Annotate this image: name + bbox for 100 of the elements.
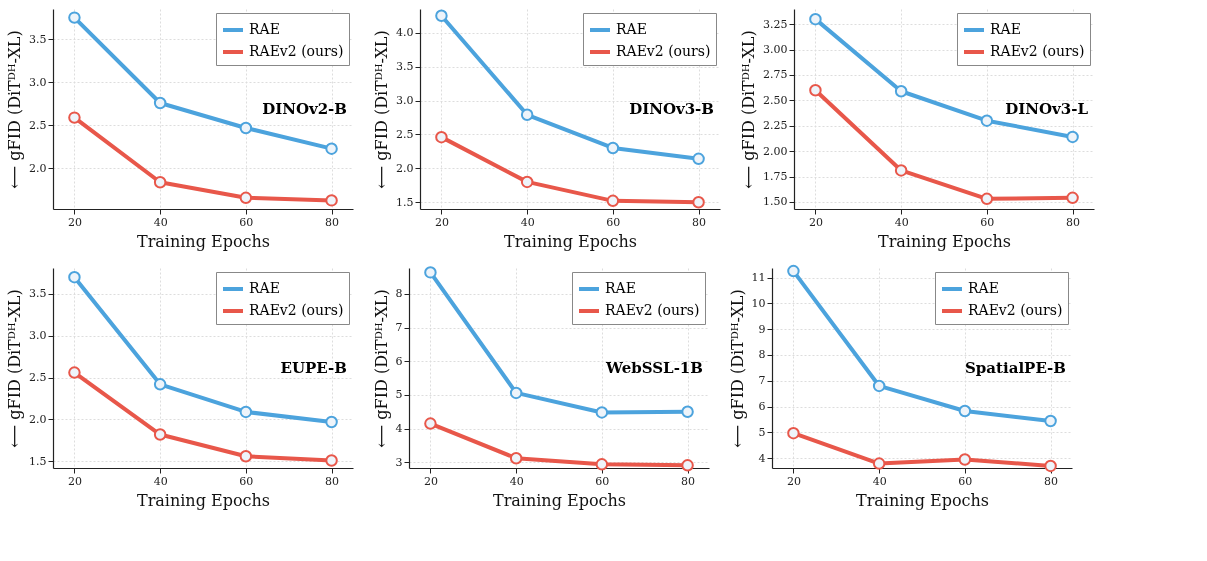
y-tick-label: 2.5 bbox=[29, 371, 47, 385]
point bbox=[872, 379, 886, 393]
point bbox=[435, 9, 448, 23]
x-tick-label: 20 bbox=[423, 474, 438, 488]
x-tick-label: 80 bbox=[1066, 215, 1081, 229]
point bbox=[424, 266, 437, 279]
x-axis-title: Training Epochs bbox=[136, 490, 271, 510]
y-axis-title: ⟵ gFID (DiTᴰᴴ-XL) bbox=[5, 30, 25, 189]
point bbox=[435, 130, 448, 144]
legend-label: RAEv2 (ours) bbox=[249, 302, 344, 318]
y-tick-label: 8 bbox=[758, 348, 766, 362]
y-tick-label: 9 bbox=[758, 322, 766, 336]
point bbox=[1066, 130, 1079, 144]
point bbox=[68, 366, 81, 379]
x-axis-title: Training Epochs bbox=[136, 231, 271, 251]
point bbox=[1044, 414, 1057, 428]
point bbox=[239, 405, 253, 419]
y-tick-label: 1.5 bbox=[396, 195, 414, 209]
point bbox=[787, 426, 800, 440]
y-tick-label: 7 bbox=[758, 374, 766, 388]
x-tick-label: 40 bbox=[509, 474, 524, 488]
legend-label: RAE bbox=[249, 280, 280, 296]
y-tick-label: 3.0 bbox=[29, 75, 47, 89]
point bbox=[325, 415, 338, 429]
annotation: DINOv2-B bbox=[262, 100, 347, 118]
y-tick-label: 3.00 bbox=[763, 43, 788, 57]
y-tick-label: 6 bbox=[758, 400, 766, 414]
x-axis-title: Training Epochs bbox=[492, 490, 627, 510]
legend-label: RAE bbox=[605, 280, 636, 296]
y-tick-label: 3.25 bbox=[763, 17, 788, 31]
x-axis-title: Training Epochs bbox=[503, 231, 638, 251]
y-tick-label: 3.5 bbox=[29, 32, 47, 46]
point bbox=[153, 176, 167, 189]
x-tick-label: 80 bbox=[1044, 474, 1059, 488]
y-tick-label: 2.50 bbox=[763, 93, 788, 107]
x-tick-label: 20 bbox=[434, 215, 449, 229]
x-tick-label: 60 bbox=[606, 215, 621, 229]
point bbox=[809, 12, 822, 26]
point bbox=[980, 192, 994, 206]
point bbox=[153, 428, 167, 441]
x-tick-label: 20 bbox=[67, 474, 82, 488]
point bbox=[68, 111, 81, 124]
y-tick-label: 4 bbox=[395, 422, 403, 436]
x-tick-label: 20 bbox=[786, 474, 801, 488]
y-tick-label: 4 bbox=[758, 451, 766, 465]
y-tick-label: 3.0 bbox=[29, 329, 47, 343]
point bbox=[980, 114, 994, 127]
point bbox=[325, 194, 338, 207]
annotation: DINOv3-L bbox=[1005, 100, 1089, 118]
y-tick-label: 2.00 bbox=[763, 144, 788, 158]
y-tick-label: 8 bbox=[395, 287, 403, 301]
y-tick-label: 2.0 bbox=[396, 161, 414, 175]
y-tick-label: 11 bbox=[751, 271, 766, 285]
point bbox=[595, 406, 609, 419]
x-tick-label: 40 bbox=[520, 215, 535, 229]
legend-label: RAEv2 (ours) bbox=[605, 302, 700, 318]
annotation: DINOv3-B bbox=[629, 100, 714, 118]
point bbox=[809, 83, 822, 97]
y-tick-label: 5 bbox=[758, 425, 766, 439]
y-tick-label: 2.5 bbox=[396, 127, 414, 141]
y-tick-label: 2.0 bbox=[29, 161, 47, 175]
point bbox=[325, 454, 338, 467]
x-tick-label: 80 bbox=[692, 215, 707, 229]
x-tick-label: 20 bbox=[67, 215, 82, 229]
legend-label: RAEv2 (ours) bbox=[968, 302, 1063, 318]
y-axis-title: ⟵ gFID (DiTᴰᴴ-XL) bbox=[739, 30, 759, 189]
y-axis-title: ⟵ gFID (DiTᴰᴴ-XL) bbox=[371, 289, 391, 448]
x-tick-label: 40 bbox=[872, 474, 887, 488]
point bbox=[894, 164, 908, 177]
y-tick-label: 2.25 bbox=[763, 119, 788, 133]
point bbox=[424, 417, 437, 430]
point bbox=[958, 453, 972, 466]
y-tick-label: 2.5 bbox=[29, 118, 47, 132]
x-tick-label: 40 bbox=[153, 474, 168, 488]
point bbox=[787, 264, 800, 278]
legend-label: RAE bbox=[616, 21, 647, 37]
point bbox=[692, 152, 705, 166]
annotation: WebSSL-1B bbox=[605, 359, 703, 377]
point bbox=[68, 11, 81, 24]
point bbox=[239, 121, 253, 135]
point bbox=[68, 270, 81, 284]
point bbox=[958, 404, 972, 418]
point bbox=[239, 450, 253, 463]
x-tick-label: 60 bbox=[958, 474, 973, 488]
point bbox=[325, 142, 338, 155]
legend-label: RAEv2 (ours) bbox=[990, 43, 1085, 59]
x-tick-label: 60 bbox=[239, 215, 254, 229]
x-axis-title: Training Epochs bbox=[855, 490, 990, 510]
point bbox=[894, 85, 908, 98]
point bbox=[595, 458, 609, 471]
y-tick-label: 3.0 bbox=[396, 94, 414, 108]
legend-label: RAEv2 (ours) bbox=[249, 43, 344, 59]
y-tick-label: 10 bbox=[751, 296, 766, 310]
y-tick-label: 3 bbox=[395, 455, 403, 469]
y-tick-label: 5 bbox=[395, 388, 403, 402]
y-tick-label: 1.50 bbox=[763, 195, 788, 209]
legend-label: RAEv2 (ours) bbox=[616, 43, 711, 59]
x-axis-title: Training Epochs bbox=[877, 231, 1012, 251]
y-tick-label: 1.75 bbox=[763, 170, 788, 184]
x-tick-label: 40 bbox=[153, 215, 168, 229]
